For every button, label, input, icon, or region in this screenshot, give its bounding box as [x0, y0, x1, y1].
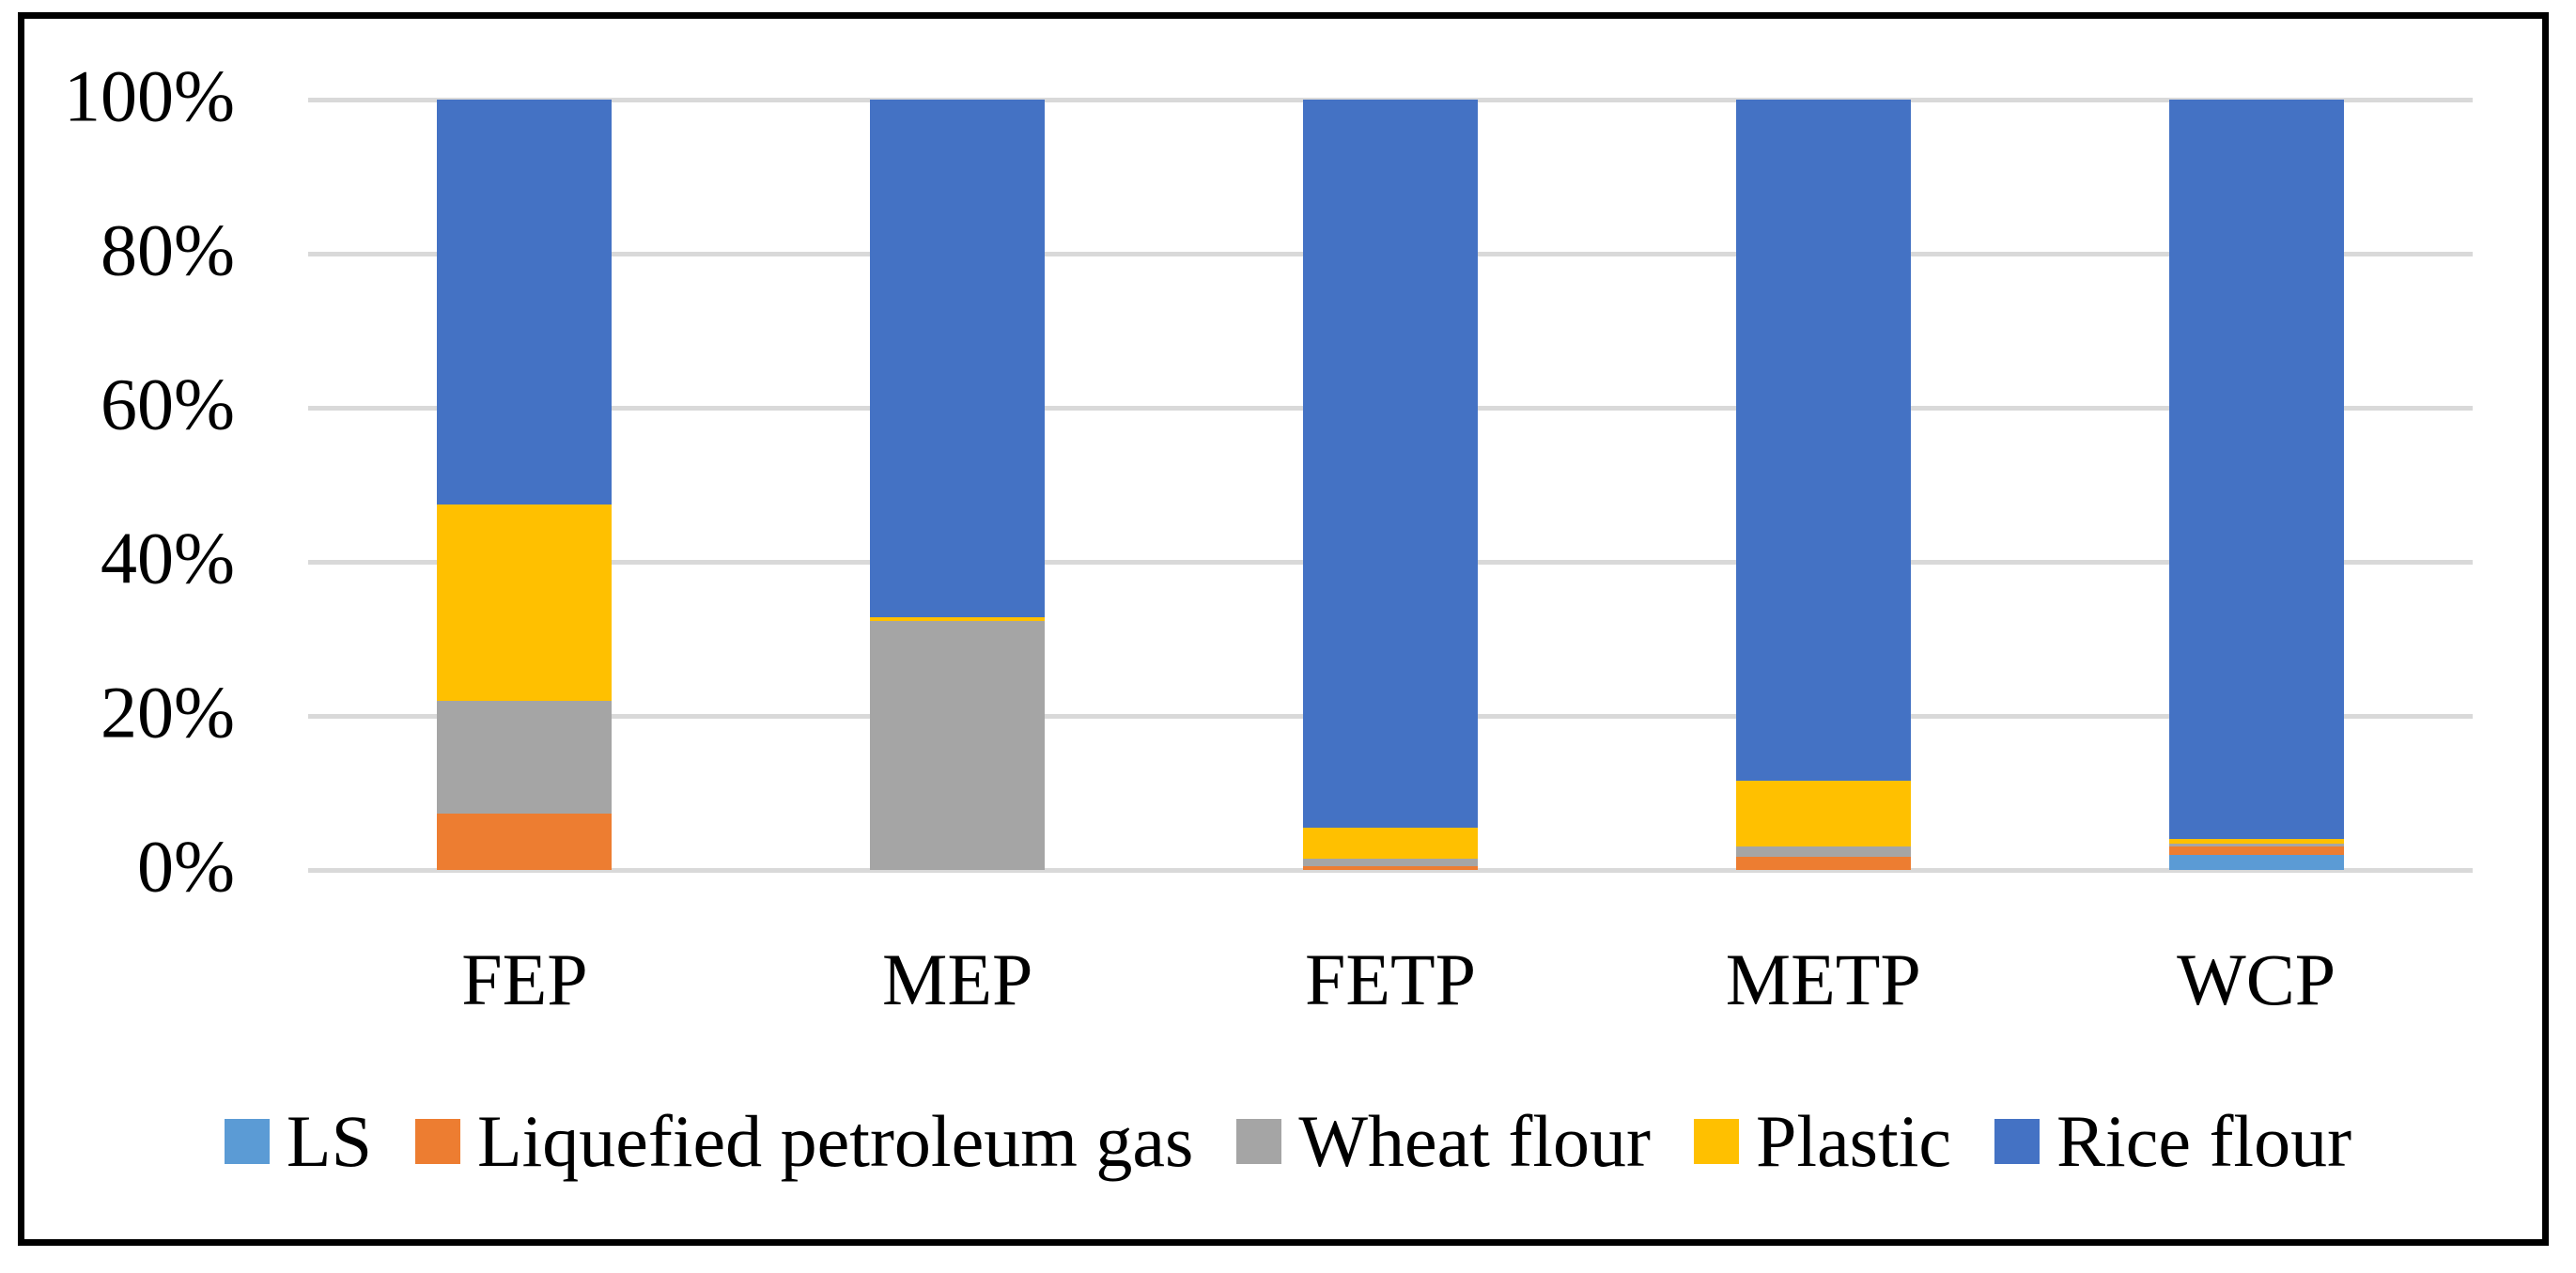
bar-segment — [2168, 846, 2344, 856]
legend-marker — [224, 1119, 270, 1164]
y-tick-label: 80% — [101, 209, 235, 291]
legend-label: LS — [286, 1100, 372, 1182]
legend-marker — [414, 1119, 460, 1164]
bar-segment — [1735, 100, 1911, 781]
legend-item: Wheat flour — [1236, 1105, 1651, 1178]
legend-label: Liquefied petroleum gas — [476, 1100, 1194, 1182]
legend-label: Rice flour — [2056, 1100, 2352, 1182]
y-tick-label: 100% — [64, 54, 235, 137]
bar-segment — [1303, 100, 1478, 828]
x-category-label: FEP — [461, 939, 588, 1020]
bar-segment — [1303, 858, 1478, 866]
bar-segment — [2168, 100, 2344, 840]
legend-marker — [1236, 1119, 1282, 1164]
y-tick-label: 60% — [101, 363, 235, 445]
x-category-label: FETP — [1304, 939, 1477, 1020]
y-tick-label: 0% — [137, 825, 235, 908]
legend-marker — [1994, 1119, 2041, 1164]
legend-item: Liquefied petroleum gas — [414, 1100, 1194, 1182]
bar-segment — [437, 100, 613, 505]
y-tick-label: 20% — [101, 671, 235, 753]
legend-item: Plastic — [1694, 1105, 1951, 1178]
legend: LS Liquefied petroleum gas Wheat flour Plas… — [0, 1105, 2576, 1178]
bar-segment — [2168, 855, 2344, 870]
bar-FETP — [1303, 100, 1478, 870]
x-category-label: MEP — [881, 939, 1033, 1020]
bar-segment — [870, 617, 1046, 622]
legend-item: Rice flour — [1994, 1105, 2351, 1178]
legend-label: Plastic — [1756, 1100, 1952, 1182]
bar-FEP — [437, 100, 613, 870]
gridline — [308, 97, 2473, 102]
bar-segment — [870, 621, 1046, 870]
bar-segment — [1735, 857, 1911, 870]
bar-segment — [1735, 846, 1911, 858]
x-category-label: METP — [1725, 939, 1921, 1020]
bar-segment — [437, 700, 613, 815]
bar-segment — [1735, 780, 1911, 846]
legend-marker — [1694, 1119, 1740, 1164]
legend-item: LS — [224, 1100, 372, 1182]
bar-segment — [2168, 844, 2344, 846]
bar-segment — [437, 504, 613, 701]
x-category-label: WCP — [2177, 939, 2336, 1020]
bar-METP — [1735, 100, 1911, 870]
bar-WCP — [2168, 100, 2344, 870]
y-tick-label: 40% — [101, 517, 235, 599]
legend-label: Wheat flour — [1298, 1100, 1652, 1182]
bar-segment — [2168, 839, 2344, 845]
bar-segment — [1303, 865, 1478, 870]
bar-segment — [1303, 827, 1478, 859]
bar-segment — [437, 814, 613, 870]
bar-MEP — [870, 100, 1046, 870]
bar-segment — [870, 100, 1046, 618]
gridline — [308, 867, 2473, 873]
